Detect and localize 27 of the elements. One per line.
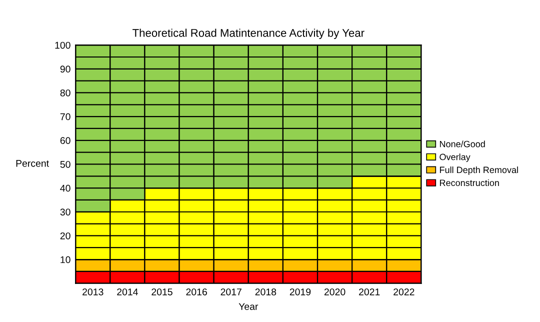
y-axis-title: Percent xyxy=(16,160,49,167)
x-tick-label: 2021 xyxy=(359,288,380,296)
y-tick-label: 60 xyxy=(60,137,70,144)
y-tick-label: 10 xyxy=(60,256,70,264)
y-tick-label: 90 xyxy=(60,66,70,73)
y-tick-label: 30 xyxy=(60,208,70,216)
x-axis-title: Year xyxy=(238,303,258,310)
y-tick-label: 70 xyxy=(60,113,70,120)
x-tick-label: 2013 xyxy=(82,288,104,296)
legend-label: Overlay xyxy=(440,154,470,162)
x-tick-label: 2020 xyxy=(324,288,346,296)
y-tick-label: 50 xyxy=(60,160,70,168)
legend-label: None/Good xyxy=(440,140,485,148)
legend-label: Full Depth Removal xyxy=(440,166,518,175)
y-tick-label: 40 xyxy=(60,184,70,192)
x-tick-label: 2022 xyxy=(394,288,414,296)
x-tick-label: 2016 xyxy=(186,288,207,296)
chart-title: Theoretical Road Matintenance Activity by Year xyxy=(132,28,364,40)
y-tick-label: 80 xyxy=(60,89,70,96)
x-tick-label: 2019 xyxy=(290,288,311,296)
legend-label: Reconstruction xyxy=(440,179,499,186)
y-tick-label: 20 xyxy=(60,232,70,240)
x-tick-label: 2018 xyxy=(255,288,276,296)
x-tick-label: 2015 xyxy=(152,288,172,296)
y-tick-label: 100 xyxy=(55,42,70,49)
x-tick-label: 2017 xyxy=(220,288,242,296)
x-tick-label: 2014 xyxy=(117,288,138,296)
